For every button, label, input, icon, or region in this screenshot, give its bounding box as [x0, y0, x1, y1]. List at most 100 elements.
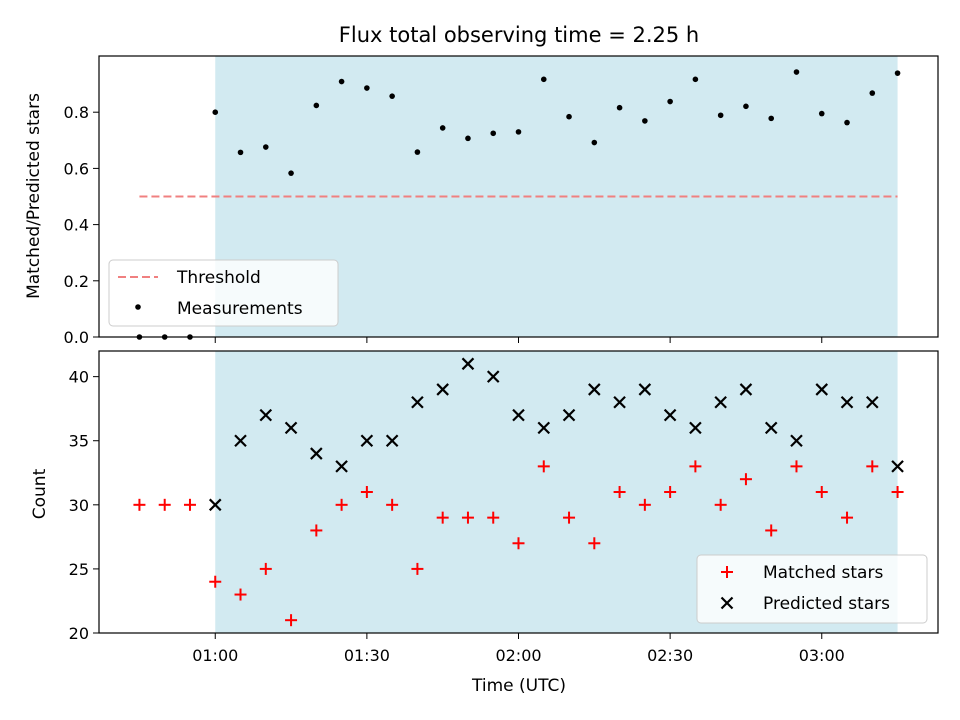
measurement-point — [566, 113, 572, 120]
measurement-point — [667, 98, 673, 105]
predicted-star-point — [663, 408, 677, 422]
predicted-star-point — [208, 498, 222, 512]
matched-star-point — [360, 486, 373, 498]
y-tick-label: 25 — [69, 560, 89, 579]
legend-box — [108, 259, 339, 327]
matched-star-point — [386, 498, 399, 511]
y-tick-label: 0.4 — [64, 216, 89, 235]
predicted-star-point — [613, 395, 626, 409]
cross-b — [866, 395, 879, 409]
cross-b — [840, 395, 854, 409]
cross-b — [335, 460, 348, 473]
predicted-star-point — [234, 434, 247, 448]
bottom-y-axis-label: Count — [30, 468, 50, 519]
predicted-star-point — [562, 408, 576, 422]
matched-star-point — [664, 486, 677, 498]
cross-b — [234, 434, 247, 448]
matched-star-point — [638, 498, 651, 511]
matched-star-point — [714, 498, 727, 511]
cross-b — [764, 421, 778, 435]
measurement-point — [844, 119, 850, 126]
legend-measurement-swatch — [135, 304, 141, 310]
matched-star-point — [841, 511, 854, 524]
matched-star-point — [285, 614, 298, 627]
legend-matched-label: Matched stars — [763, 563, 883, 583]
cross-b — [259, 408, 273, 422]
cross-b — [486, 370, 500, 383]
cross-b — [310, 447, 323, 460]
predicted-star-point — [638, 383, 652, 396]
predicted-star-point — [815, 383, 829, 396]
legend-measurement-label: Measurements — [177, 299, 303, 319]
predicted-star-point — [259, 408, 273, 422]
measurement-point — [869, 90, 876, 96]
cross-b — [360, 434, 374, 448]
matched-star-point — [183, 498, 196, 511]
predicted-star-point — [840, 395, 854, 409]
bottom-panel: 20 25 30 35 40 01:00 01:30 02:00 02:30 03:00 Match… — [69, 350, 939, 665]
predicted-star-point — [385, 434, 399, 448]
measurement-point — [490, 130, 497, 137]
predicted-star-point — [891, 460, 904, 473]
predicted-star-point — [436, 383, 449, 396]
x-tick-label: 01:00 — [192, 646, 238, 665]
measurement-point — [515, 129, 522, 135]
predicted-star-point — [360, 434, 374, 448]
matched-star-point — [765, 524, 778, 537]
measurement-point — [591, 139, 598, 146]
matched-star-point — [158, 498, 171, 511]
measurement-point — [717, 112, 724, 119]
axes-frame — [98, 350, 939, 634]
legend-box — [696, 554, 928, 624]
measurement-point — [743, 103, 749, 110]
cross-b — [588, 383, 601, 396]
y-tick-label: 0.8 — [64, 103, 89, 122]
predicted-star-point — [284, 421, 298, 435]
y-tick-label: 30 — [69, 496, 89, 515]
legend-predicted-swatch-b — [720, 596, 734, 610]
matched-star-point — [537, 460, 550, 473]
x-tick-label: 02:30 — [647, 646, 693, 665]
matched-star-point — [461, 511, 474, 524]
measurement-point — [313, 102, 320, 109]
predicted-star-point — [790, 434, 803, 448]
top-panel: 0.0 0.2 0.4 0.6 0.8 Threshold Measurements — [64, 55, 939, 347]
predicted-star-point — [461, 357, 475, 371]
cross-b — [208, 498, 222, 512]
measurement-point — [818, 110, 825, 117]
y-tick-label: 0.6 — [64, 159, 89, 178]
measurement-point — [642, 118, 648, 124]
predicted-star-point — [588, 383, 601, 396]
matched-star-point — [310, 524, 323, 537]
cross-b — [739, 383, 753, 396]
y-tick-label: 40 — [69, 368, 89, 387]
predicted-star-point — [714, 395, 727, 409]
predicted-star-point — [310, 447, 323, 460]
legend-predicted-label: Predicted stars — [763, 594, 890, 614]
cross-b — [790, 434, 803, 448]
matched-star-point — [891, 486, 904, 498]
matched-star-point — [866, 460, 879, 473]
measurement-point — [894, 70, 901, 76]
matched-star-point — [133, 498, 146, 511]
cross-b — [461, 357, 475, 371]
predicted-star-point — [689, 421, 702, 435]
matched-star-point — [563, 511, 576, 524]
cross-b — [663, 408, 677, 422]
predicted-star-point — [537, 421, 551, 435]
y-tick-label: 20 — [69, 624, 89, 643]
predicted-star-point — [739, 383, 753, 396]
x-tick-label: 01:30 — [344, 646, 390, 665]
cross-b — [613, 395, 626, 409]
cross-b — [385, 434, 399, 448]
matched-star-point — [335, 498, 348, 511]
predicted-star-point — [335, 460, 348, 473]
predicted-star-point — [486, 370, 500, 383]
measurement-point — [364, 85, 370, 91]
x-axis-label: Time (UTC) — [471, 676, 566, 696]
matched-star-point — [234, 588, 247, 601]
y-tick-label: 35 — [69, 432, 89, 451]
measurement-point — [793, 69, 800, 75]
measurement-point — [212, 109, 219, 115]
